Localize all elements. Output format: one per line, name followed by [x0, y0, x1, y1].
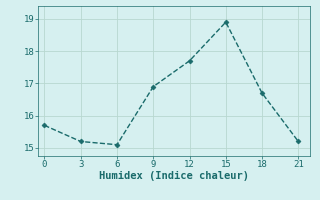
- X-axis label: Humidex (Indice chaleur): Humidex (Indice chaleur): [100, 171, 249, 181]
